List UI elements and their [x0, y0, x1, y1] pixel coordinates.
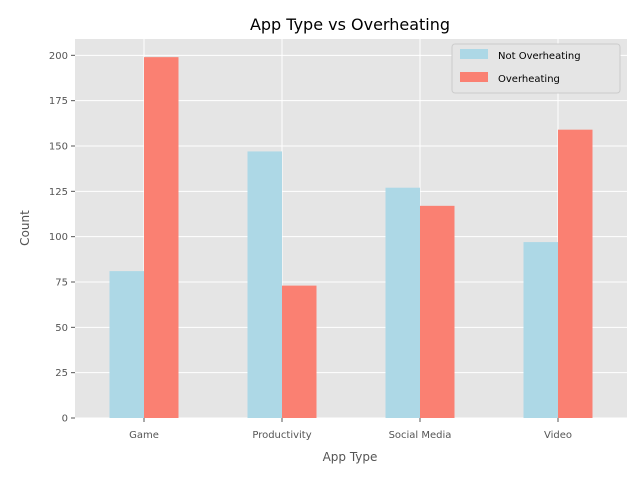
y-tick-label: 175: [49, 96, 68, 107]
x-tick-label: Social Media: [389, 430, 452, 441]
y-axis-label: Count: [18, 210, 32, 246]
y-tick-label: 150: [49, 141, 68, 152]
x-axis-label: App Type: [323, 450, 378, 464]
bar-overheating: [420, 205, 455, 418]
bar-not-overheating: [247, 151, 282, 419]
bars: [109, 57, 593, 419]
x-tick-label: Video: [544, 430, 572, 441]
y-tick-label: 0: [62, 414, 68, 425]
legend-label-not-overheating: Not Overheating: [498, 51, 581, 62]
y-tick-label: 100: [49, 232, 68, 243]
y-tick-label: 75: [55, 277, 68, 288]
bar-not-overheating: [385, 187, 420, 418]
legend-box: [451, 43, 621, 94]
legend: Not Overheating Overheating: [451, 43, 621, 94]
y-tick-label: 50: [55, 323, 68, 334]
bar-overheating: [282, 285, 317, 418]
bar-not-overheating: [109, 271, 144, 418]
chart-title: App Type vs Overheating: [250, 15, 450, 34]
x-tick-label: Game: [129, 430, 159, 441]
y-axis-ticks: 0 25 50 75 100 125 150 175 200: [49, 51, 75, 425]
legend-swatch-overheating: [460, 72, 488, 82]
y-tick-label: 125: [49, 187, 68, 198]
x-axis-ticks: Game Productivity Social Media Video: [129, 418, 572, 441]
bar-overheating: [144, 57, 179, 418]
bar-overheating: [558, 129, 593, 418]
y-tick-label: 200: [49, 51, 68, 62]
legend-label-overheating: Overheating: [498, 74, 560, 85]
legend-swatch-not-overheating: [460, 49, 488, 59]
y-tick-label: 25: [55, 368, 68, 379]
bar-not-overheating: [523, 242, 558, 418]
x-tick-label: Productivity: [252, 430, 311, 441]
